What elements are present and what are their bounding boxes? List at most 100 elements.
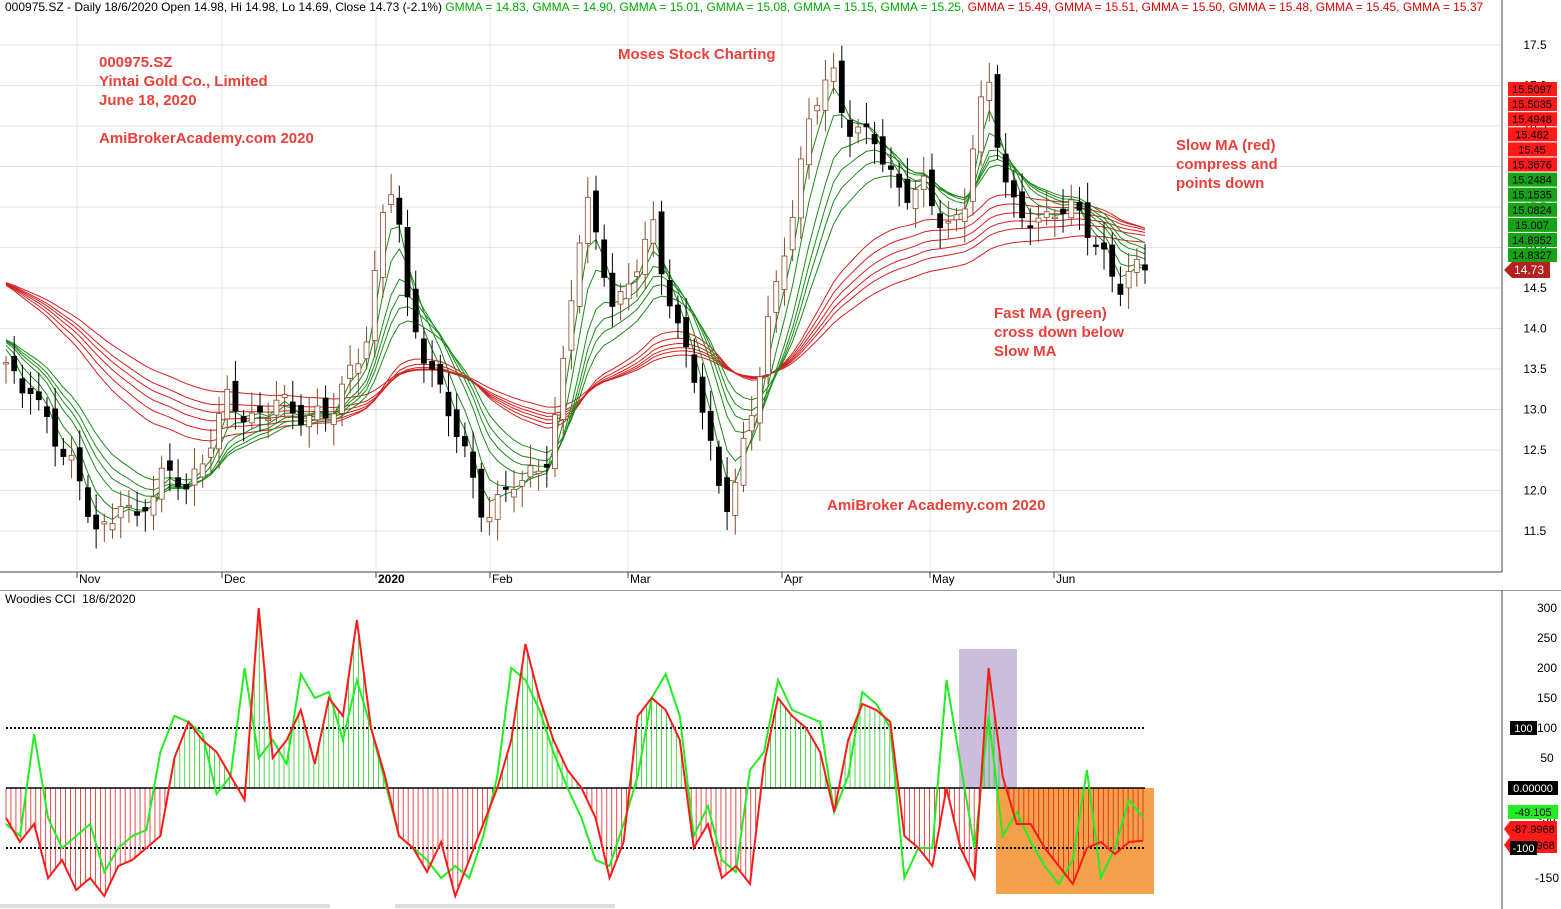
site-label-bottom: AmiBroker Academy.com 2020 xyxy=(827,497,1046,514)
candle-body xyxy=(445,391,452,417)
candle-body xyxy=(281,394,288,398)
candle-body xyxy=(1092,244,1099,247)
gmma-badge xyxy=(1508,127,1557,142)
candle-body xyxy=(240,416,247,423)
candle-body xyxy=(642,238,649,275)
candle-body xyxy=(511,488,517,498)
header-quote: 000975.SZ - Daily 18/6/2020 Open 14.98, … xyxy=(5,0,442,14)
candle-body xyxy=(1142,264,1148,271)
candle-body xyxy=(781,255,788,290)
candle-body xyxy=(232,380,239,412)
candle-body xyxy=(929,169,935,207)
price-x-tick-label: Mar xyxy=(630,572,651,586)
gmma-badge-label: 15.5097 xyxy=(1512,84,1552,96)
candle-body xyxy=(953,214,960,221)
candle-body xyxy=(732,482,739,516)
gmma-badge xyxy=(1508,112,1557,127)
last-price-label: 14.73 xyxy=(1514,263,1544,277)
candle-body xyxy=(101,521,108,525)
candle-body xyxy=(576,242,583,307)
candle-body xyxy=(11,356,18,372)
candle-body xyxy=(1043,211,1050,218)
candle-body xyxy=(691,354,698,383)
candle-body xyxy=(322,397,329,419)
gmma-header-value: GMMA = 14.90, xyxy=(529,0,617,14)
candle-body xyxy=(1084,202,1091,238)
gmma-badge xyxy=(1508,142,1557,157)
candle-body xyxy=(519,480,526,487)
candle-body xyxy=(265,418,272,421)
candle-body xyxy=(756,376,763,424)
candle-body xyxy=(945,221,952,224)
candle-body xyxy=(502,487,509,490)
gmma-badge xyxy=(1508,233,1557,247)
candle-body xyxy=(347,364,354,379)
candle-body xyxy=(183,484,190,490)
gmma-badge-label: 15.45 xyxy=(1518,144,1546,156)
chart-header: 000975.SZ - Daily 18/6/2020 Open 14.98, … xyxy=(5,0,1483,15)
gmma-header-value: GMMA = 15.37 xyxy=(1399,0,1484,14)
candle-body xyxy=(150,496,157,516)
turbo-cci-badge xyxy=(1508,805,1558,819)
gmma-badge-label: 15.5035 xyxy=(1512,99,1552,111)
gmma-badge-label: 15.007 xyxy=(1515,220,1549,232)
candle-body xyxy=(306,415,313,428)
gmma-header-value: GMMA = 15.48, xyxy=(1225,0,1313,14)
candle-body xyxy=(380,211,386,278)
gmma-header-value: GMMA = 15.50, xyxy=(1138,0,1226,14)
price-chart: 17.517.016.516.015.515.014.514.013.513.0… xyxy=(0,0,1557,586)
price-y-tick-label: 14.0 xyxy=(1523,322,1547,336)
ticker-label: 000975.SZ xyxy=(99,54,173,71)
gmma-badge-label: 15.4948 xyxy=(1512,114,1552,126)
gmma-header-value: GMMA = 15.01, xyxy=(616,0,704,14)
candle-body xyxy=(68,455,75,461)
slow-ma-note-2: compress and xyxy=(1176,156,1278,173)
candle-body xyxy=(879,136,886,165)
candle-body xyxy=(453,409,460,437)
candle-body xyxy=(166,460,173,471)
gmma-badge-label: 15.2484 xyxy=(1512,175,1552,187)
candle-body xyxy=(797,158,804,219)
candle-body xyxy=(158,467,165,500)
candle-body xyxy=(552,414,558,470)
candle-body xyxy=(658,211,665,275)
price-x-tick-label: Feb xyxy=(492,572,513,586)
candle-body xyxy=(248,412,255,424)
cci-y-tick-label: 250 xyxy=(1537,631,1557,645)
candle-body xyxy=(543,463,550,468)
candle-body xyxy=(1010,180,1017,198)
candle-body xyxy=(707,410,714,441)
gmma-badge xyxy=(1508,187,1557,202)
gmma-badge-label: 15.1535 xyxy=(1512,190,1552,202)
gmma-header-values: GMMA = 14.83, GMMA = 14.90, GMMA = 15.01… xyxy=(445,0,1483,14)
candle-body xyxy=(52,408,59,447)
fast-ma-note-1: Fast MA (green) xyxy=(994,305,1107,322)
gmma-header-value: GMMA = 15.08, xyxy=(703,0,791,14)
cci-upper-badge xyxy=(1510,721,1537,735)
slow-ma-note-3: points down xyxy=(1176,175,1265,192)
candle-body xyxy=(1133,258,1140,273)
candle-body xyxy=(830,67,837,82)
candle-body xyxy=(371,270,378,341)
candle-body xyxy=(19,378,26,394)
candle-body xyxy=(584,196,591,244)
gmma-badge xyxy=(1508,97,1557,112)
gmma-header-value: GMMA = 15.51, xyxy=(1051,0,1139,14)
candle-body xyxy=(675,304,681,324)
price-y-tick-label: 13.0 xyxy=(1523,403,1547,417)
cci-lower-badge xyxy=(1510,841,1537,855)
gmma-header-value: GMMA = 15.15, xyxy=(790,0,878,14)
candle-body xyxy=(44,406,50,417)
candle-body xyxy=(1035,217,1042,223)
slow-ma-note-1: Slow MA (red) xyxy=(1176,137,1276,154)
candle-body xyxy=(789,217,796,251)
candle-body xyxy=(814,104,821,112)
candle-body xyxy=(961,208,968,223)
candle-body xyxy=(535,470,542,474)
turbo-cci-badge-label: -49.105 xyxy=(1514,807,1551,819)
gmma-badge xyxy=(1508,202,1557,217)
candle-body xyxy=(1109,244,1116,277)
gmma-header-value: GMMA = 15.25, xyxy=(877,0,965,14)
price-y-tick-label: 12.0 xyxy=(1523,484,1547,498)
